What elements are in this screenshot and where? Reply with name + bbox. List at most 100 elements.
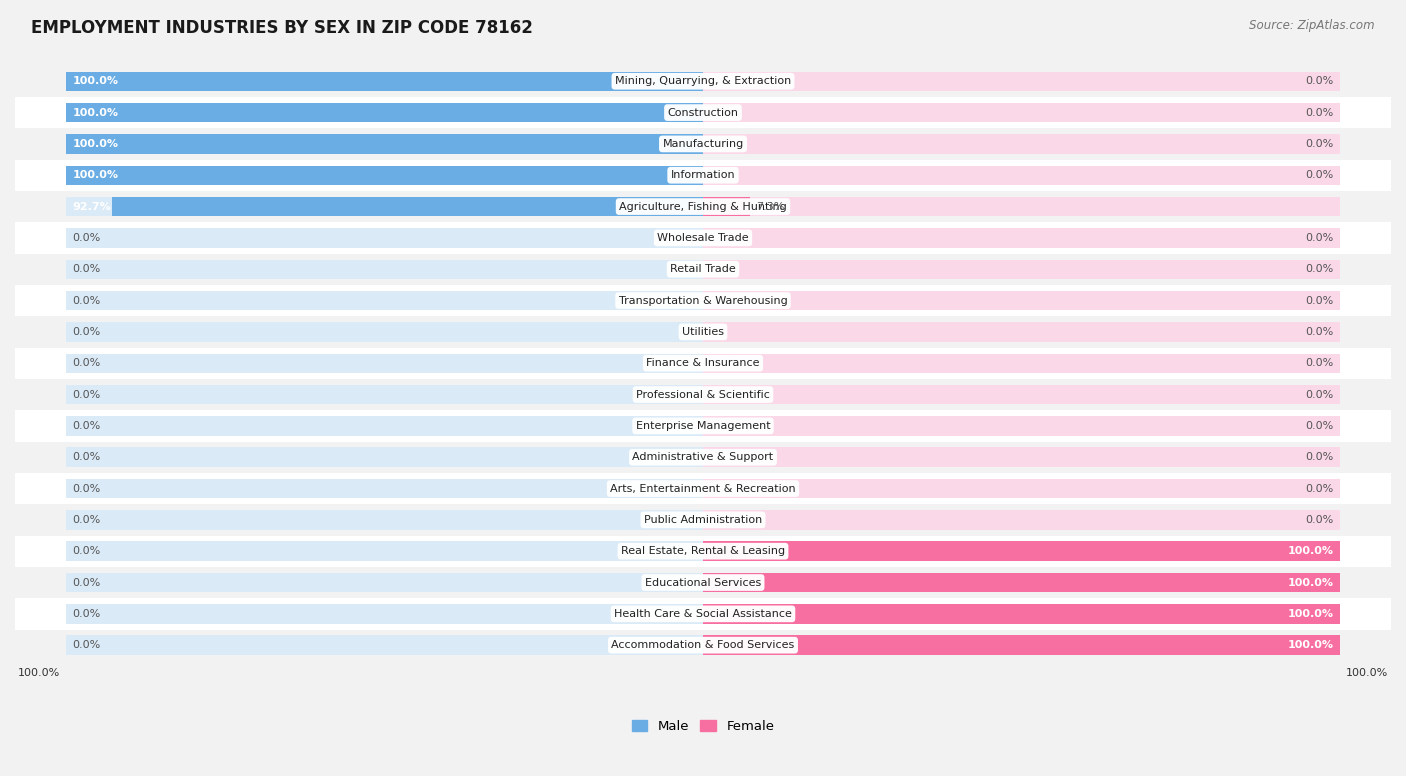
Bar [703,228,1340,248]
Text: Transportation & Warehousing: Transportation & Warehousing [619,296,787,306]
Bar [15,566,1391,598]
Text: 0.0%: 0.0% [72,452,101,462]
Bar [703,134,1340,154]
Text: 0.0%: 0.0% [72,327,101,337]
Bar [15,379,1391,411]
Text: Enterprise Management: Enterprise Management [636,421,770,431]
Bar [66,479,703,498]
Bar [703,510,1340,529]
Bar [15,128,1391,160]
Bar [703,259,1340,279]
Bar [15,66,1391,97]
Bar [703,542,1340,561]
Text: 0.0%: 0.0% [72,483,101,494]
Text: Administrative & Support: Administrative & Support [633,452,773,462]
Bar [15,535,1391,566]
Bar [15,97,1391,128]
Text: 100.0%: 100.0% [72,76,118,86]
Bar [703,605,1340,624]
Bar [66,103,703,123]
Bar [703,573,1340,592]
Bar [15,598,1391,629]
Bar [703,322,1340,341]
Text: 0.0%: 0.0% [72,577,101,587]
Text: Accommodation & Food Services: Accommodation & Food Services [612,640,794,650]
Legend: Male, Female: Male, Female [631,720,775,733]
Bar [703,291,1340,310]
Bar [703,197,749,217]
Bar [66,259,703,279]
Text: 92.7%: 92.7% [72,202,111,212]
Text: 0.0%: 0.0% [1305,265,1334,274]
Text: 7.3%: 7.3% [756,202,785,212]
Bar [66,134,703,154]
Text: 0.0%: 0.0% [1305,327,1334,337]
Bar [15,629,1391,661]
Text: Construction: Construction [668,108,738,118]
Text: Source: ZipAtlas.com: Source: ZipAtlas.com [1250,19,1375,33]
Bar [66,510,703,529]
Text: Utilities: Utilities [682,327,724,337]
Bar [66,416,703,435]
Bar [703,416,1340,435]
Text: 0.0%: 0.0% [1305,390,1334,400]
Bar [66,71,703,91]
Text: Information: Information [671,170,735,180]
Bar [15,473,1391,504]
Text: 0.0%: 0.0% [1305,452,1334,462]
Text: 100.0%: 100.0% [1288,640,1334,650]
Text: Finance & Insurance: Finance & Insurance [647,359,759,369]
Bar [703,165,1340,185]
Text: 0.0%: 0.0% [1305,108,1334,118]
Bar [15,504,1391,535]
Text: EMPLOYMENT INDUSTRIES BY SEX IN ZIP CODE 78162: EMPLOYMENT INDUSTRIES BY SEX IN ZIP CODE… [31,19,533,37]
Bar [15,222,1391,254]
Text: 100.0%: 100.0% [72,139,118,149]
Bar [703,448,1340,467]
Text: 100.0%: 100.0% [1346,668,1388,678]
Bar [15,317,1391,348]
Text: 0.0%: 0.0% [1305,296,1334,306]
Text: Retail Trade: Retail Trade [671,265,735,274]
Bar [66,71,703,91]
Text: 0.0%: 0.0% [72,296,101,306]
Bar [703,636,1340,655]
Text: 0.0%: 0.0% [72,640,101,650]
Text: 100.0%: 100.0% [1288,546,1334,556]
Bar [703,573,1340,592]
Text: Health Care & Social Assistance: Health Care & Social Assistance [614,609,792,618]
Bar [703,479,1340,498]
Text: 0.0%: 0.0% [72,359,101,369]
Bar [15,160,1391,191]
Bar [15,191,1391,222]
Bar [66,385,703,404]
Bar [112,197,703,217]
Bar [66,134,703,154]
Text: Agriculture, Fishing & Hunting: Agriculture, Fishing & Hunting [619,202,787,212]
Text: 100.0%: 100.0% [72,170,118,180]
Text: 0.0%: 0.0% [72,265,101,274]
Text: 0.0%: 0.0% [72,609,101,618]
Text: 0.0%: 0.0% [72,546,101,556]
Bar [15,254,1391,285]
Text: Educational Services: Educational Services [645,577,761,587]
Text: 0.0%: 0.0% [72,421,101,431]
Bar [15,442,1391,473]
Bar [66,103,703,123]
Text: Mining, Quarrying, & Extraction: Mining, Quarrying, & Extraction [614,76,792,86]
Text: 100.0%: 100.0% [1288,609,1334,618]
Text: Manufacturing: Manufacturing [662,139,744,149]
Text: 0.0%: 0.0% [1305,359,1334,369]
Bar [703,354,1340,373]
Text: 100.0%: 100.0% [1288,577,1334,587]
Bar [66,291,703,310]
Bar [66,322,703,341]
Bar [15,411,1391,442]
Bar [66,573,703,592]
Text: 0.0%: 0.0% [72,233,101,243]
Bar [703,385,1340,404]
Bar [66,197,703,217]
Text: 100.0%: 100.0% [72,108,118,118]
Text: Public Administration: Public Administration [644,514,762,525]
Bar [66,448,703,467]
